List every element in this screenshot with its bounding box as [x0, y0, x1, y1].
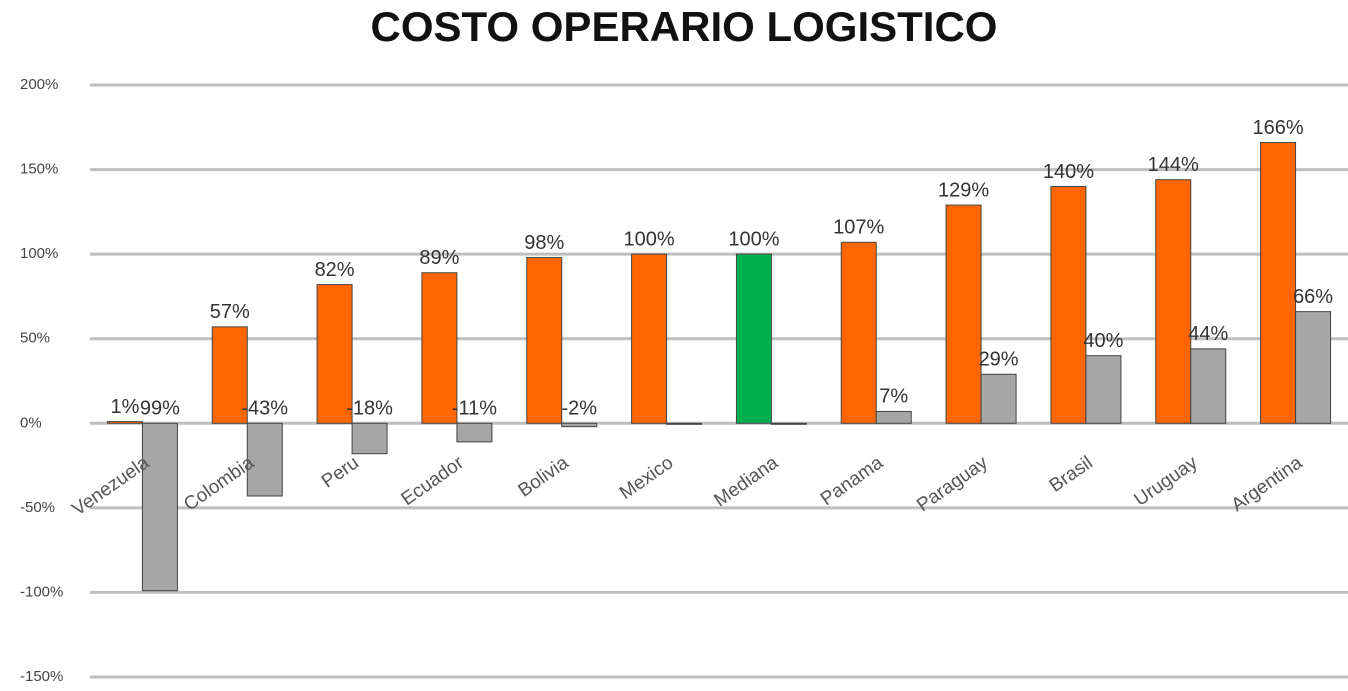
- bar: [980, 373, 1017, 424]
- y-tick-label: 0%: [20, 414, 42, 431]
- data-label: -43%: [241, 398, 288, 420]
- y-tick-label: -50%: [20, 499, 55, 516]
- data-label: 100%: [728, 228, 779, 250]
- data-label: 166%: [1253, 117, 1304, 139]
- bar: [945, 204, 982, 424]
- bar: [211, 326, 248, 424]
- data-label: 89%: [419, 247, 459, 269]
- data-label: 99%: [140, 398, 180, 420]
- x-tick-label: Uruguay: [1131, 452, 1202, 511]
- y-tick-label: -150%: [20, 668, 63, 685]
- y-tick-label: 150%: [20, 161, 58, 178]
- data-label: 1%: [110, 396, 139, 418]
- x-tick-label: Bolivia: [515, 452, 573, 502]
- data-label: 7%: [879, 386, 908, 408]
- x-tick-label: Colombia: [180, 452, 258, 515]
- data-label: 82%: [315, 259, 355, 281]
- bar: [526, 257, 563, 424]
- bar: [106, 421, 143, 424]
- data-label: 29%: [979, 349, 1019, 371]
- data-label: 57%: [210, 301, 250, 323]
- bar: [351, 422, 388, 455]
- bar: [735, 253, 772, 424]
- bar: [141, 422, 178, 592]
- bar: [1260, 142, 1297, 424]
- bar: [770, 422, 807, 425]
- data-label: 144%: [1148, 154, 1199, 176]
- data-label: 66%: [1293, 286, 1333, 308]
- y-tick-label: 100%: [20, 245, 58, 262]
- x-tick-label: Mexico: [616, 452, 677, 504]
- bar: [666, 422, 703, 425]
- data-label: 98%: [524, 232, 564, 254]
- data-label: 107%: [833, 217, 884, 239]
- data-label: -2%: [561, 398, 597, 420]
- data-label: 44%: [1188, 323, 1228, 345]
- x-tick-label: Panama: [817, 452, 887, 510]
- y-tick-label: -100%: [20, 583, 63, 600]
- bar: [316, 284, 353, 424]
- bar: [1050, 185, 1087, 424]
- bar: [1085, 355, 1122, 424]
- data-label: 40%: [1083, 330, 1123, 352]
- bar: [456, 422, 493, 443]
- x-tick-label: Brasil: [1046, 452, 1097, 496]
- data-label: 100%: [624, 228, 675, 250]
- x-tick-label: Mediana: [710, 452, 782, 511]
- data-label: 140%: [1043, 161, 1094, 183]
- data-label: 129%: [938, 179, 989, 201]
- bar: [840, 241, 877, 424]
- bar: [875, 410, 912, 424]
- bar: [1155, 179, 1192, 424]
- data-label: -18%: [346, 398, 393, 420]
- y-tick-label: 200%: [20, 76, 58, 93]
- bar: [421, 272, 458, 424]
- x-tick-label: Ecuador: [398, 452, 469, 510]
- bar: [561, 422, 598, 428]
- x-tick-label: Venezuela: [68, 452, 153, 520]
- bar: [631, 253, 668, 424]
- chart-title: COSTO OPERARIO LOGISTICO: [371, 3, 998, 50]
- bar: [246, 422, 283, 497]
- data-label: -11%: [452, 398, 497, 420]
- bar: [1295, 311, 1332, 424]
- bar: [1190, 348, 1227, 424]
- x-tick-label: Peru: [318, 452, 363, 492]
- y-tick-label: 50%: [20, 330, 50, 347]
